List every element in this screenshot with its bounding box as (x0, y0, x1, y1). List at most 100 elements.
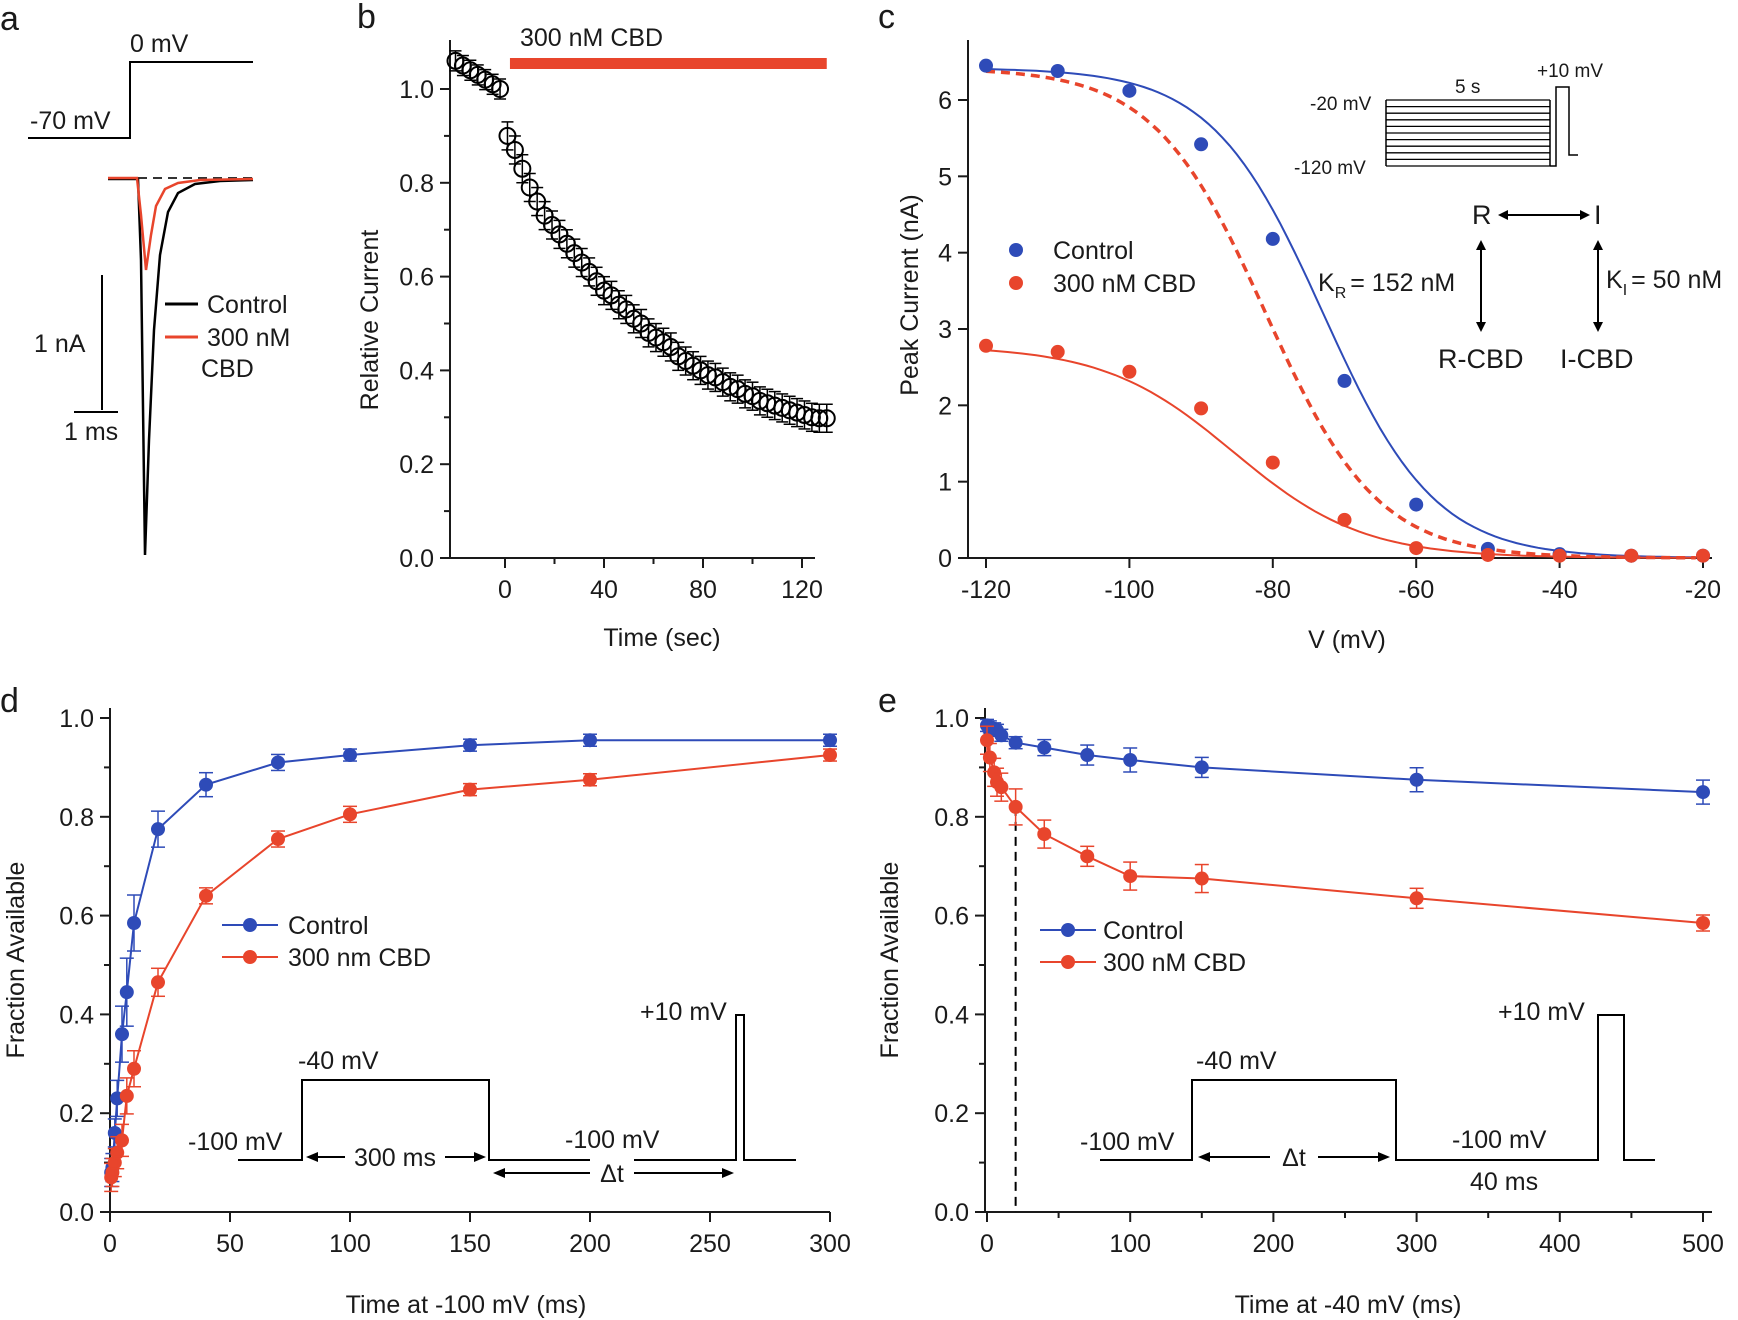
panel-e-x-ticks: 0 100 200 300 400 500 (980, 1212, 1724, 1258)
b-x-tick-label: 40 (590, 576, 618, 604)
e-y-tick-label: 0.2 (934, 1100, 969, 1128)
c-y-tick-label: 1 (938, 469, 952, 497)
panel-e-protocol-delta-label-bg (1270, 1142, 1318, 1172)
panel-c-point (979, 58, 993, 73)
panel-c-scheme-arrowhead-lv-up (1476, 240, 1486, 250)
e-x-tick-label: 400 (1539, 1230, 1581, 1258)
c-x-tick-label: -40 (1542, 576, 1578, 604)
data-point (119, 1088, 134, 1103)
panel-e-protocol-recovery: -100 mV (1452, 1126, 1547, 1154)
b-y-tick-label: 1.0 (399, 76, 434, 104)
panel-d-protocol-trace (238, 1014, 796, 1161)
data-point (127, 916, 141, 931)
data-point (199, 888, 213, 903)
panel-a: a 0 mV -70 mV 1 nA 1 ms Control 300 nM C… (0, 0, 290, 556)
panel-a-legend-control: Control (207, 291, 288, 319)
data-point (271, 832, 285, 847)
panel-c-point (1337, 512, 1352, 527)
panel-d-legend-marker-cbd (243, 950, 257, 964)
panel-c-scheme-kr-sub: R (1335, 285, 1347, 302)
b-y-tick-label: 0.4 (399, 357, 434, 385)
c-x-tick-label: -120 (961, 576, 1011, 604)
panel-c-scheme-i: I (1594, 200, 1602, 230)
panel-c-protocol-test: +10 mV (1537, 61, 1603, 82)
e-x-tick-label: 500 (1682, 1230, 1724, 1258)
panel-d-x-ticks: 0 50 100 150 200 250 300 (103, 1212, 851, 1258)
panel-e-y-ticks: 0.0 0.2 0.4 0.6 0.8 1.0 (934, 705, 985, 1227)
panel-c-x-ticks: -120 -100 -80 -60 -40 -20 (961, 558, 1721, 604)
panel-c-scheme-arrowhead-right (1580, 210, 1590, 220)
panel-c-protocol-top: -20 mV (1310, 94, 1372, 115)
c-y-tick-label: 5 (938, 163, 952, 191)
c-x-tick-label: -60 (1398, 576, 1434, 604)
panel-d-y-axis-title: Fraction Available (2, 862, 30, 1059)
panel-c-scheme-r-cbd: R-CBD (1438, 344, 1524, 374)
panel-c-scheme-kr-prefix: K (1318, 269, 1335, 297)
panel-d-protocol-recovery: -100 mV (565, 1126, 660, 1154)
panel-c-point (1409, 497, 1424, 512)
d-y-tick-label: 1.0 (59, 705, 94, 733)
panel-c-point (1265, 455, 1280, 470)
data-point (583, 733, 597, 748)
b-x-tick-label: 120 (781, 576, 823, 604)
b-y-tick-label: 0.8 (399, 170, 434, 198)
panel-e-protocol-arrowhead-left (1198, 1152, 1210, 1162)
panel-c-scheme-arrowhead-rv-down (1593, 322, 1603, 332)
c-y-tick-label: 6 (938, 87, 952, 115)
data-point (271, 755, 285, 770)
panel-e-line (986, 740, 1704, 924)
data-point (343, 748, 357, 763)
panel-e-protocol-gap: 40 ms (1470, 1168, 1538, 1196)
data-point (151, 822, 165, 837)
data-point (115, 1133, 129, 1148)
panel-c-fit-predicted (985, 69, 1696, 560)
data-point (1008, 799, 1023, 814)
panel-d-line (110, 739, 830, 1173)
panel-label-d: d (0, 682, 19, 720)
panel-c-protocol-bottom: -120 mV (1294, 158, 1366, 179)
panel-d-protocol-arrowhead-delta-right (722, 1168, 734, 1178)
panel-c-point (1050, 344, 1065, 359)
panel-d-series (104, 733, 837, 1193)
data-point (151, 975, 165, 990)
panel-c-x-axis-title: V (mV) (1308, 626, 1386, 654)
e-y-tick-label: 0.8 (934, 804, 969, 832)
panel-c-point (1194, 401, 1209, 416)
panel-label-e: e (878, 682, 897, 720)
b-y-tick-label: 0.0 (399, 545, 434, 573)
panel-c-scheme-arrowhead-lv-down (1476, 322, 1486, 332)
panel-c-legend-control: Control (1053, 237, 1134, 265)
panel-c-point (1480, 547, 1495, 562)
data-point (823, 733, 837, 748)
panel-c-scheme-i-cbd: I-CBD (1560, 344, 1634, 374)
panel-d-protocol-pre: -40 mV (298, 1047, 379, 1075)
d-x-tick-label: 200 (569, 1230, 611, 1258)
c-y-tick-label: 4 (938, 240, 952, 268)
d-x-tick-label: 0 (103, 1230, 117, 1258)
d-y-tick-label: 0.6 (59, 903, 94, 931)
panel-d-line (110, 754, 831, 1178)
panel-d-legend-cbd: 300 nm CBD (288, 944, 431, 972)
panel-c-point (979, 338, 993, 353)
panel-b-point (513, 159, 532, 178)
b-y-tick-label: 0.6 (399, 264, 434, 292)
e-x-tick-label: 200 (1253, 1230, 1295, 1258)
panel-b-x-ticks: 0 40 80 120 (498, 558, 823, 604)
data-point (463, 738, 477, 753)
panel-label-a: a (0, 0, 19, 38)
panel-d-protocol-arrowhead-delta-left (493, 1168, 505, 1178)
panel-e-series (980, 718, 1710, 932)
panel-b-point (817, 409, 836, 428)
panel-c-point (1122, 83, 1137, 98)
panel-c-protocol-steps (1385, 99, 1551, 167)
data-point (1696, 916, 1710, 931)
panel-d-x-axis-title: Time at -100 mV (ms) (346, 1291, 587, 1319)
data-point (119, 985, 134, 1000)
data-point (982, 750, 997, 765)
d-x-tick-label: 50 (216, 1230, 244, 1258)
panel-e-x-axis-title: Time at -40 mV (ms) (1235, 1291, 1462, 1319)
data-point (1409, 772, 1424, 787)
panel-e-y-axis-title: Fraction Available (876, 862, 904, 1059)
b-x-tick-label: 80 (689, 576, 717, 604)
data-point (1194, 871, 1209, 886)
